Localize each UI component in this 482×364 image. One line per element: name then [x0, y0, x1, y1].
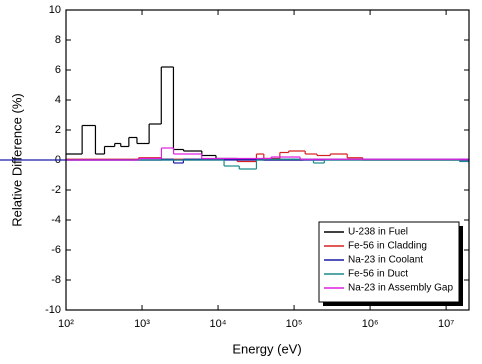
legend-label: Fe-56 in Cladding [348, 241, 427, 252]
y-tick-label: 10 [49, 4, 61, 16]
y-tick-label: 2 [55, 124, 61, 136]
y-tick-label: 8 [55, 34, 61, 46]
y-tick-label: -8 [51, 274, 61, 286]
y-tick-label: -6 [51, 244, 61, 256]
y-tick-label: 6 [55, 64, 61, 76]
x-tick-label: 10³ [134, 318, 150, 330]
x-tick-label: 10² [58, 318, 74, 330]
plot-frame [65, 9, 470, 311]
x-tick-label: 10⁴ [210, 318, 227, 330]
y-tick-label: -10 [45, 304, 61, 316]
legend-label: U-238 in Fuel [348, 227, 408, 238]
x-tick-label: 10⁵ [286, 318, 303, 330]
x-axis-title: Energy (eV) [232, 341, 301, 356]
y-tick-label: -2 [51, 184, 61, 196]
x-tick-label: 10⁷ [438, 318, 454, 330]
y-tick-label: -4 [51, 214, 61, 226]
legend-label: Fe-56 in Duct [348, 269, 408, 280]
legend-label: Na-23 in Assembly Gap [348, 283, 453, 294]
x-tick-label: 10⁶ [362, 318, 379, 330]
y-tick-label: 4 [55, 94, 61, 106]
legend-label: Na-23 in Coolant [348, 255, 423, 266]
